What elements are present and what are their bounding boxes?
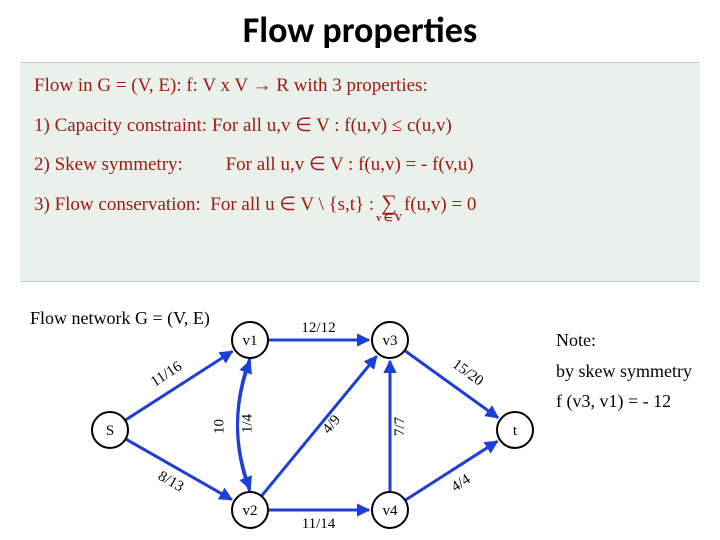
property-2: 2) Skew symmetry: For all u,v ∈ V : f(u,… (34, 152, 686, 178)
node-label-s: S (106, 423, 114, 439)
p1-body: For all u,v ∈ V : f(u,v) ≤ c(u,v) (212, 115, 452, 136)
p3-label: 3) Flow conservation: (34, 192, 201, 218)
note-line-1: Note: (556, 325, 692, 356)
edge-label-v3-t: 15/20 (449, 356, 486, 389)
sigma-block: ∑ v ∈ V (376, 192, 402, 224)
flow-intro: Flow in G = (V, E): f: V x V → R with 3 … (34, 73, 686, 99)
edge-label-v2-v3: 4/9 (319, 412, 344, 437)
page-title: Flow properties (0, 8, 720, 52)
p2-label: 2) Skew symmetry: (34, 154, 183, 175)
sigma-icon: ∑ (381, 192, 397, 214)
note-line-3: f (v3, v1) = - 12 (556, 386, 692, 417)
edge-v4-t (405, 441, 497, 500)
edge-label-v2-v1: 10 (212, 419, 228, 434)
properties-box: Flow in G = (V, E): f: V x V → R with 3 … (20, 62, 700, 282)
p3-body-a: For all u ∈ V \ {s,t} : (210, 192, 374, 218)
note-block: Note: by skew symmetry f (v3, v1) = - 12 (556, 325, 692, 417)
node-label-v3: v3 (383, 333, 398, 349)
edge-v3-t (405, 351, 498, 418)
edge-label-v4-v3: 7/7 (392, 416, 408, 436)
p3-body-b: f(u,v) = 0 (404, 192, 476, 218)
edge-label-v1-v3: 12/12 (301, 320, 335, 336)
p1-label: 1) Capacity constraint: (34, 115, 207, 136)
node-label-v1: v1 (243, 333, 258, 349)
property-1: 1) Capacity constraint: For all u,v ∈ V … (34, 113, 686, 139)
node-label-v2: v2 (243, 503, 258, 519)
node-label-v4: v4 (383, 503, 399, 519)
property-3: 3) Flow conservation: For all u ∈ V \ {s… (34, 192, 686, 224)
p2-body: For all u,v ∈ V : f(u,v) = - f(v,u) (226, 154, 474, 175)
note-line-2: by skew symmetry (556, 356, 692, 387)
edge-label-v1-v2: 1/4 (240, 413, 256, 433)
flow-network-graph: 11/168/1312/1211/1415/204/4101/44/97/7Sv… (40, 300, 560, 540)
edge-label-v4-t: 4/4 (449, 471, 474, 495)
sigma-sub: v ∈ V (376, 214, 402, 224)
edge-label-v2-v4: 11/14 (302, 516, 336, 532)
edge-s-v1 (125, 351, 232, 420)
